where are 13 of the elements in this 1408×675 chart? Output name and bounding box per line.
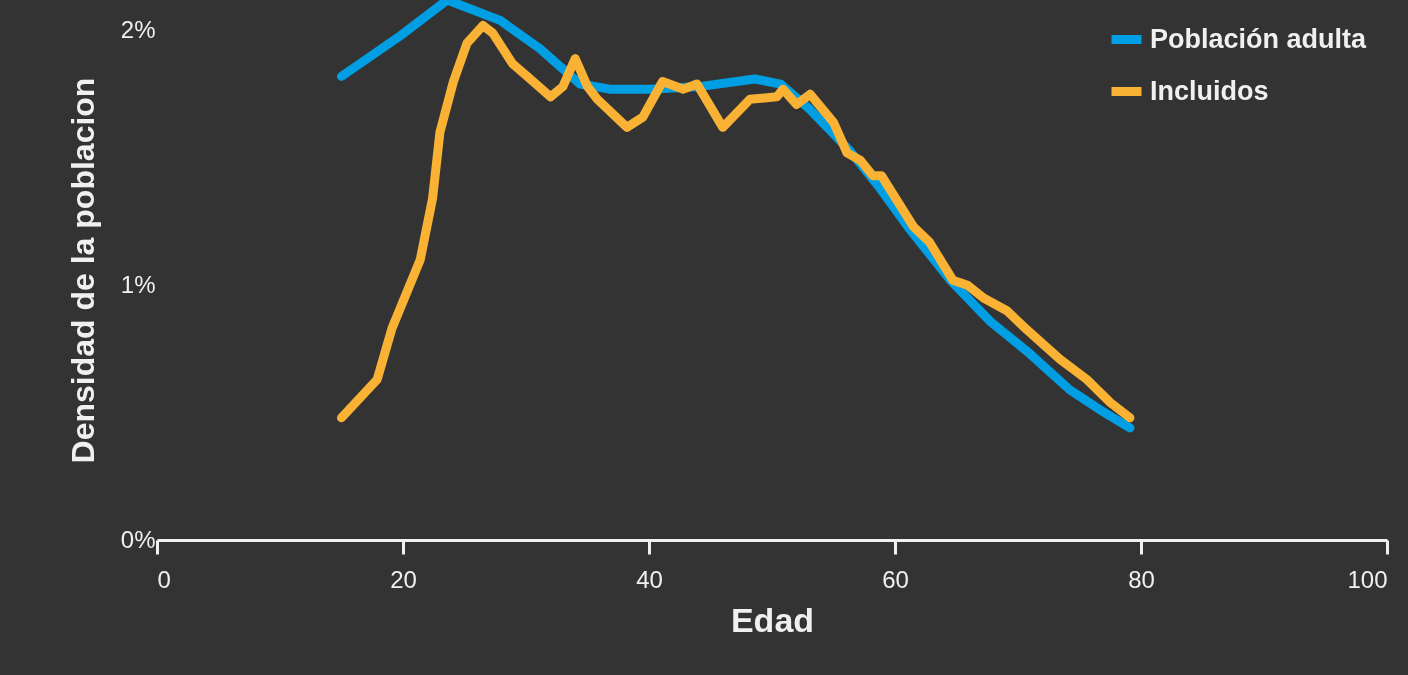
- x-axis-title: Edad: [730, 600, 815, 639]
- x-tick-label: 80: [1128, 565, 1155, 593]
- y-tick-label: 0%: [120, 525, 156, 553]
- y-tick-label: 2%: [120, 16, 156, 44]
- legend-label: Población adulta: [1150, 23, 1368, 54]
- x-tick-label: 60: [882, 565, 909, 593]
- x-tick-label: 20: [390, 565, 417, 593]
- y-axis-title: Densidad de la poblacion: [64, 77, 101, 464]
- y-tick-label: 1%: [120, 270, 156, 298]
- legend-label: Incluidos: [1150, 75, 1269, 106]
- x-tick-label: 0: [157, 565, 171, 593]
- x-tick-label: 40: [636, 565, 663, 593]
- x-tick-label: 100: [1347, 565, 1388, 593]
